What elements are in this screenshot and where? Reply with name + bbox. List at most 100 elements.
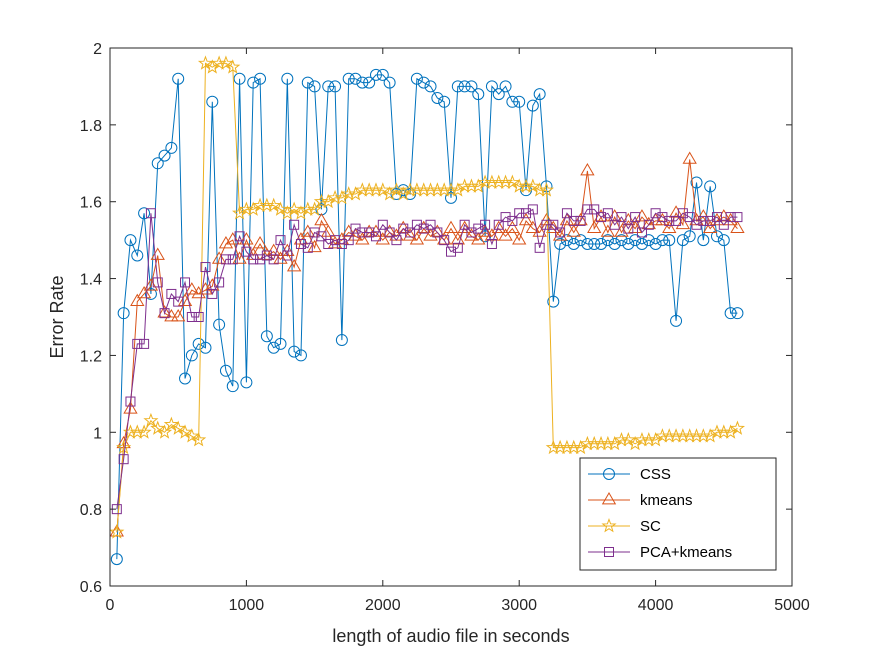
data-point	[620, 432, 636, 447]
data-point	[505, 220, 520, 233]
data-point	[320, 193, 336, 209]
y-axis-label: Error Rate	[47, 275, 67, 358]
data-point	[355, 232, 370, 245]
data-point	[718, 219, 729, 230]
data-point	[330, 235, 341, 246]
data-point	[514, 208, 525, 219]
data-point	[506, 95, 519, 108]
data-point	[656, 234, 669, 247]
data-point	[268, 254, 279, 265]
data-point	[200, 262, 211, 273]
data-point	[717, 234, 730, 247]
data-point	[226, 380, 239, 393]
legend-box	[579, 457, 777, 571]
data-point	[205, 278, 220, 291]
y-tick-label: 1.6	[80, 195, 102, 212]
data-point	[622, 237, 635, 250]
data-point	[123, 401, 138, 414]
data-point	[300, 224, 315, 237]
data-point	[662, 220, 677, 233]
data-point	[682, 151, 697, 164]
data-point	[144, 287, 157, 300]
data-point	[109, 524, 125, 539]
data-point	[301, 76, 314, 89]
data-point	[158, 149, 171, 162]
data-point	[349, 72, 362, 85]
data-point	[614, 224, 629, 237]
data-point	[411, 219, 422, 230]
data-point	[150, 420, 166, 435]
data-point	[574, 234, 587, 247]
data-point	[450, 182, 466, 197]
data-point	[309, 227, 320, 238]
data-point	[180, 277, 191, 288]
legend-marker	[604, 547, 614, 557]
data-point	[533, 88, 546, 101]
data-point	[245, 201, 261, 216]
data-point	[438, 95, 451, 108]
data-point	[289, 219, 300, 230]
data-point	[248, 254, 259, 265]
data-point	[329, 80, 342, 93]
data-point	[648, 432, 664, 447]
data-point	[573, 212, 588, 226]
data-point	[466, 227, 477, 238]
data-point	[538, 182, 555, 197]
data-point	[601, 234, 614, 247]
data-point	[261, 250, 272, 261]
data-point	[165, 141, 178, 154]
data-point	[492, 88, 505, 101]
data-point	[499, 80, 512, 93]
data-point	[480, 219, 491, 230]
data-point	[477, 224, 493, 237]
data-point	[322, 80, 335, 93]
series-line	[116, 74, 738, 560]
data-point	[581, 237, 594, 250]
x-tick-label: 0	[106, 597, 115, 614]
data-point	[704, 180, 717, 193]
data-point	[145, 208, 156, 219]
data-point	[295, 238, 306, 249]
data-point	[409, 232, 425, 245]
data-point	[213, 318, 226, 331]
data-point	[173, 296, 184, 307]
data-point	[452, 242, 463, 253]
data-point	[627, 435, 643, 451]
data-point	[649, 237, 662, 250]
data-point	[125, 396, 136, 407]
data-point	[138, 207, 151, 220]
data-point	[432, 227, 443, 238]
data-point	[588, 237, 601, 250]
data-point	[132, 338, 143, 349]
data-point	[143, 278, 159, 291]
data-point	[473, 223, 484, 234]
data-point	[630, 212, 641, 223]
data-point	[567, 237, 580, 250]
data-point	[266, 197, 282, 212]
data-point	[702, 220, 718, 233]
y-tick-label: 1.8	[80, 118, 102, 135]
data-point	[635, 237, 648, 250]
x-tick-label: 3000	[501, 597, 537, 614]
data-point	[702, 428, 718, 443]
data-point	[521, 208, 532, 219]
data-point	[398, 223, 409, 234]
data-point	[621, 212, 636, 226]
data-point	[239, 232, 254, 245]
data-point	[307, 239, 322, 253]
data-point	[234, 231, 245, 242]
data-point	[225, 232, 240, 245]
data-point	[143, 412, 159, 428]
data-point	[491, 220, 506, 233]
data-point	[255, 254, 266, 265]
data-point	[458, 80, 471, 93]
data-point	[548, 219, 559, 230]
data-point	[554, 237, 567, 250]
axis-layer: 0 1000 2000 3000 4000 5000 0.6 0.8 1 1.2 1.4 1.6 1.8…	[80, 41, 810, 614]
legend-marker	[603, 468, 615, 480]
data-point	[281, 72, 294, 85]
data-point	[220, 254, 231, 265]
data-point	[697, 234, 710, 247]
data-point	[555, 227, 566, 238]
